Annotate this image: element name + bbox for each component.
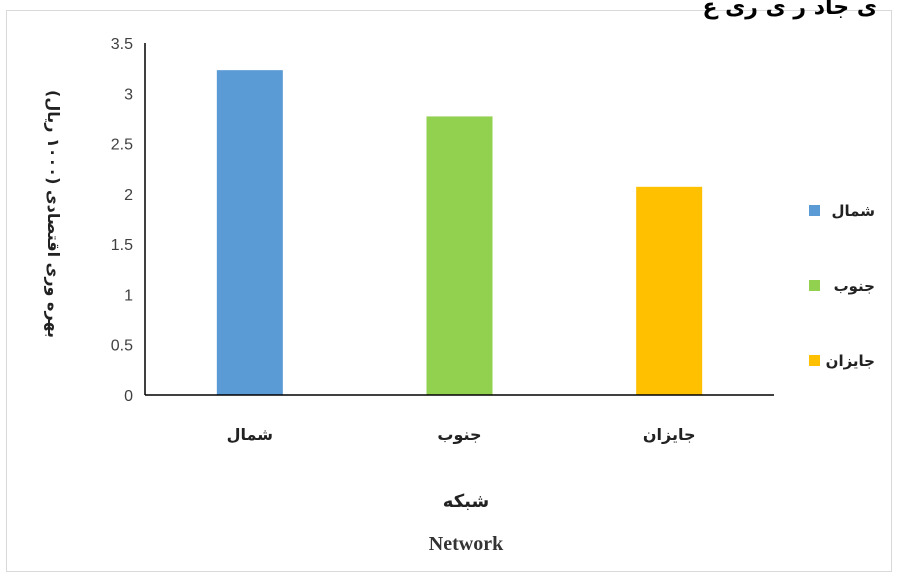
chart-title: ی جاد ر ی ری ع [702,0,877,20]
category-labels: شمال جنوب جایزان [227,425,696,444]
bar [636,186,703,395]
y-tick-label: 0.5 [111,338,133,355]
x-tick-label: جایزان [643,425,696,444]
legend-swatch [809,205,820,216]
x-tick-label: شمال [227,425,273,444]
legend-label: جنوب [834,277,875,295]
y-tick-label: 1.5 [111,237,133,254]
y-tick-label: 1 [124,287,133,304]
y-axis-label: بهره وری اقتصادی (۱۰۰۰ ریال) [44,90,63,338]
x-axis-label-secondary: Network [429,533,504,555]
bar-chart: 0 0.5 1 1.5 2 2.5 3 3.5 شمال جنوب جایزان بهره وری… [44,36,875,555]
y-tick-label: 0 [124,388,133,405]
y-tick-label: 3.5 [111,36,133,53]
legend-swatch [809,280,820,291]
x-tick-label: جنوب [437,425,481,444]
legend-label: جایزان [826,352,875,370]
bar [426,116,493,395]
bars [216,70,703,395]
legend-swatch [809,355,820,366]
y-tick-label: 2 [124,187,133,204]
y-tick-label: 3 [124,86,133,103]
y-axis-ticks: 0 0.5 1 1.5 2 2.5 3 3.5 [111,36,133,405]
legend: شمال جنوب جایزان [809,202,875,370]
bar [216,70,283,395]
y-tick-label: 2.5 [111,137,133,154]
x-axis-label: شبکه [443,491,489,512]
legend-label: شمال [832,202,875,220]
